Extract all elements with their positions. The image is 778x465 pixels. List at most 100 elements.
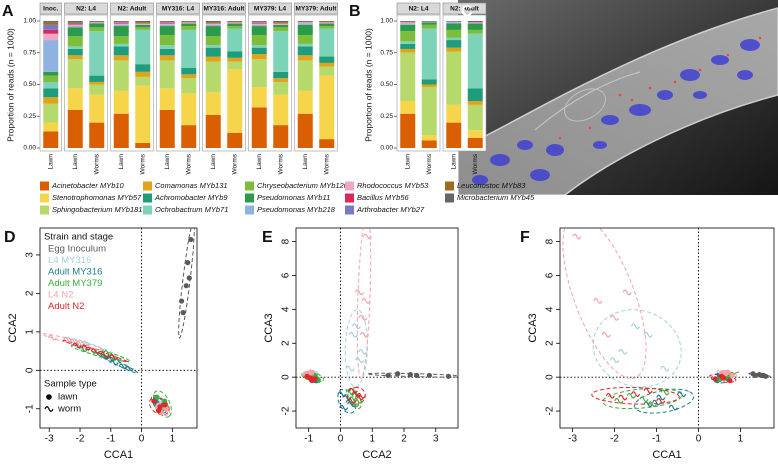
bar-segment (181, 78, 197, 94)
bar-segment (43, 122, 59, 132)
bar-segment (467, 104, 483, 131)
x-tick-label: 1 (738, 434, 744, 445)
bar-segment (227, 51, 243, 58)
worm-marker (109, 359, 119, 366)
x-tick-label: -2 (76, 434, 85, 445)
worm-marker (639, 396, 649, 403)
legend-label: Achromobacter MYb9 (154, 193, 228, 202)
bar-segment (273, 31, 289, 72)
lawn-point (183, 283, 189, 289)
bar-segment (181, 29, 197, 68)
bar-segment (67, 88, 83, 110)
x-tick-label: -3 (568, 434, 577, 445)
bar-segment (297, 43, 313, 47)
worm-marker (348, 331, 358, 338)
panel-letter: E (262, 229, 273, 246)
micrograph (458, 0, 778, 195)
y-tick-label: 0.25 (380, 113, 393, 120)
bar-segment (135, 71, 151, 77)
lawn-point (385, 372, 391, 379)
bacteria-signal (558, 36, 762, 140)
bar-segment (227, 23, 243, 27)
bar-segment (89, 81, 105, 85)
lawn-point (445, 373, 452, 379)
y-tick-label: 1.00 (23, 18, 36, 25)
worm-marker (345, 365, 355, 372)
bar-segment (467, 130, 483, 138)
x-tick-label: 2 (401, 434, 407, 445)
bar-segment (467, 33, 483, 89)
bar-segment (205, 22, 221, 24)
worm-marker (358, 315, 368, 321)
worm-marker (677, 391, 687, 397)
bar-segment (205, 47, 221, 57)
y-axis-label: CCA3 (527, 313, 539, 342)
bar-segment (113, 55, 129, 61)
bar-segment (135, 142, 151, 148)
bar-segment (67, 23, 83, 25)
worm-marker (656, 398, 666, 404)
bar-segment (181, 21, 197, 23)
bar-segment (421, 22, 437, 25)
legend-marker (44, 406, 54, 412)
bar-segment (273, 24, 289, 28)
bar-segment (273, 21, 289, 23)
ellipse (356, 228, 372, 380)
bar-segment (251, 21, 267, 23)
panel-letter: D (4, 229, 16, 246)
facet-strip (442, 2, 487, 15)
bar-segment (400, 31, 416, 42)
panel-letter: B (349, 3, 361, 20)
nuclei (472, 39, 760, 185)
bar-segment (421, 140, 437, 148)
x-tick-label: 0 (696, 434, 702, 445)
bar-segment (67, 59, 83, 89)
bar-segment (205, 61, 221, 93)
lawn-point (760, 372, 767, 379)
bar-segment (319, 66, 335, 76)
bar-segment (421, 87, 437, 136)
bar-segment (159, 60, 175, 89)
bar-segment (181, 26, 197, 30)
lawn-point (729, 372, 735, 379)
bar-segment (251, 54, 267, 60)
x-axis-label: CCA1 (652, 449, 681, 461)
plot-frame (559, 227, 775, 429)
y-tick-label: 0.50 (380, 81, 393, 88)
lawn-point (407, 372, 413, 378)
worm-marker (668, 404, 678, 411)
plot-frame (295, 227, 459, 429)
y-tick-label: 6 (545, 272, 556, 278)
worm-marker (651, 399, 662, 406)
bar-segment (113, 43, 129, 47)
bar-segment (297, 23, 313, 25)
bar-segment (135, 64, 151, 72)
x-tick-label: 0 (139, 434, 145, 445)
bar-segment (297, 90, 313, 114)
bar-segment (67, 24, 83, 27)
bar-segment (205, 114, 221, 148)
bar-segment (43, 24, 59, 30)
legend-title: Sample type (44, 379, 97, 390)
bar-segment (467, 23, 483, 30)
bar-segment (400, 43, 416, 49)
lawn-point (395, 371, 401, 377)
bar-segment (446, 40, 462, 48)
worm-marker (361, 298, 371, 304)
bar-segment (297, 34, 313, 44)
bar-segment (251, 107, 267, 148)
legend-label: Microbacterium MYb45 (457, 193, 535, 202)
y-tick-label: 0 (545, 374, 556, 380)
bar-segment (297, 60, 313, 91)
worm-marker (643, 387, 653, 394)
bar-segment (446, 47, 462, 52)
legend-label: L4 N2 (48, 290, 73, 301)
worm-marker (81, 344, 91, 351)
lawn-point (186, 275, 192, 281)
y-tick-label: 0 (25, 367, 36, 373)
lawn-point (154, 394, 160, 400)
bar-segment (181, 22, 197, 24)
bar-segment (205, 36, 221, 46)
bar-segment (159, 55, 175, 61)
legend-swatch (345, 205, 354, 215)
